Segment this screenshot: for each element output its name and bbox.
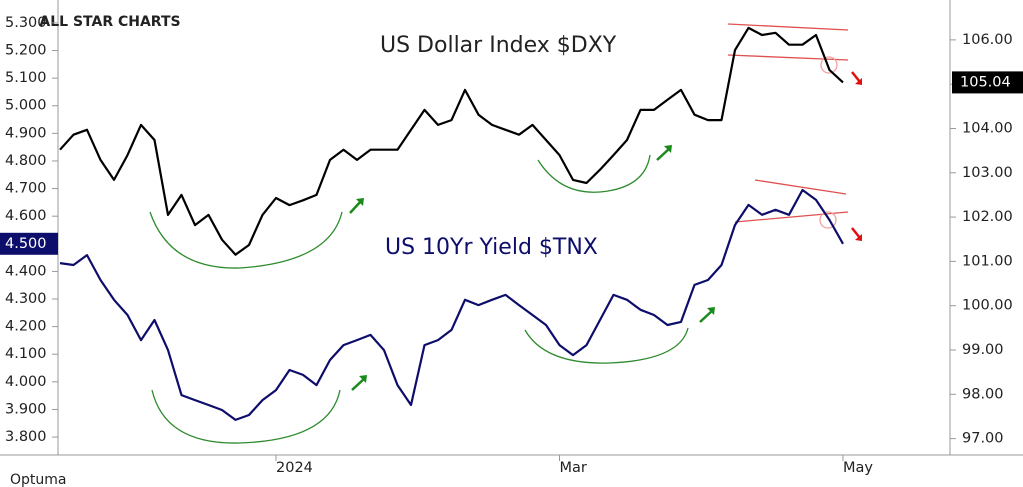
y-tick-label: 4.000: [5, 374, 47, 390]
arrow-head: [707, 307, 715, 315]
line: [59, 188, 844, 421]
arrows: [349, 71, 862, 391]
source: Optuma: [10, 472, 67, 487]
trendline: [754, 179, 847, 195]
y-tick-label: 4.300: [5, 291, 47, 307]
arrow: [699, 309, 714, 323]
trendline: [734, 211, 849, 223]
last-value-label: 4.500: [5, 236, 47, 252]
last-value-box: [0, 232, 58, 255]
arrow: [851, 227, 861, 239]
y2-tick-label: 102.00: [962, 209, 1013, 225]
arc: [524, 327, 689, 364]
last-value-label: 105.04: [960, 74, 1011, 90]
line: [59, 26, 844, 256]
decorations: [149, 23, 849, 444]
circle: [820, 56, 838, 74]
arc: [151, 389, 341, 444]
trendline: [727, 54, 849, 61]
y2-tick-label: 98.00: [962, 386, 1004, 402]
arrow-head: [855, 78, 862, 85]
arrow-head: [356, 198, 364, 206]
y-tick-label: 4.200: [5, 319, 47, 335]
y-tick-label: 4.700: [5, 181, 47, 197]
logo: ALL STAR CHARTS: [39, 14, 180, 30]
arrow-head: [664, 145, 672, 153]
y2-tick-label: 101.00: [962, 253, 1013, 269]
y-tick-label: 4.800: [5, 153, 47, 169]
y2-tick-label: 99.00: [962, 342, 1004, 358]
arrow-head: [855, 234, 862, 241]
y-tick-label: 5.000: [5, 98, 47, 114]
y-tick-label: 4.400: [5, 263, 47, 279]
y-tick-label: 4.900: [5, 125, 47, 141]
y2-tick-label: 100.00: [962, 298, 1013, 314]
arrow: [351, 377, 366, 391]
x-tick-label: May: [843, 460, 873, 476]
circle: [819, 211, 837, 229]
arc: [149, 211, 343, 269]
arc: [537, 154, 651, 193]
annotation: US 10Yr Yield $TNX: [385, 235, 598, 260]
y-tick-label: 5.200: [5, 43, 47, 59]
arrow: [656, 147, 671, 161]
y2-tick-label: 97.00: [962, 431, 1004, 447]
last-value-box: [952, 71, 1023, 94]
trendline: [727, 23, 849, 31]
annotation: US Dollar Index $DXY: [380, 33, 617, 58]
y-tick-label: 3.800: [5, 429, 47, 445]
arrow: [851, 71, 861, 83]
y-tick-label: 5.300: [5, 15, 47, 31]
y2-tick-label: 106.00: [962, 32, 1013, 48]
y-tick-label: 5.100: [5, 70, 47, 86]
y2-tick-label: 104.00: [962, 120, 1013, 136]
y-tick-label: 4.100: [5, 346, 47, 362]
x-tick-label: Mar: [560, 460, 587, 476]
y-tick-label: 3.900: [5, 401, 47, 417]
x-tick-label: 2024: [276, 460, 313, 476]
y-tick-label: 4.600: [5, 208, 47, 224]
y2-tick-label: 103.00: [962, 165, 1013, 181]
arrow-head: [359, 375, 367, 383]
